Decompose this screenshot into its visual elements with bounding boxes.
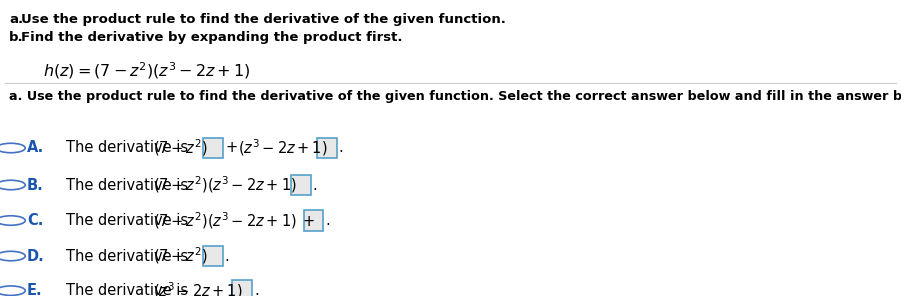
Text: .: .	[339, 141, 343, 155]
Text: $\left(7-z^2\right)$: $\left(7-z^2\right)$	[153, 246, 208, 266]
Text: a. Use the product rule to find the derivative of the given function. Select the: a. Use the product rule to find the deri…	[9, 90, 901, 103]
Text: A.: A.	[27, 141, 44, 155]
FancyBboxPatch shape	[304, 210, 323, 231]
Text: $+$: $+$	[225, 141, 238, 155]
Text: $h(z) = \left(7-z^2\right)\left(z^3-2z+1\right)$: $h(z) = \left(7-z^2\right)\left(z^3-2z+1…	[43, 61, 250, 81]
Text: The derivative is: The derivative is	[66, 178, 193, 192]
Text: $\left(z^3-2z+1\right)$: $\left(z^3-2z+1\right)$	[238, 138, 328, 158]
Text: $\left(z^3-2z+1\right)$: $\left(z^3-2z+1\right)$	[153, 280, 243, 296]
FancyBboxPatch shape	[317, 138, 337, 158]
FancyBboxPatch shape	[203, 246, 223, 266]
Text: The derivative is: The derivative is	[66, 283, 193, 296]
Text: The derivative is: The derivative is	[66, 249, 193, 263]
Text: B.: B.	[27, 178, 44, 192]
FancyBboxPatch shape	[203, 138, 223, 158]
Text: a.: a.	[9, 13, 23, 26]
Text: The derivative is: The derivative is	[66, 213, 193, 228]
Text: D.: D.	[27, 249, 45, 263]
Text: Use the product rule to find the derivative of the given function.: Use the product rule to find the derivat…	[21, 13, 505, 26]
Text: .: .	[313, 178, 317, 192]
Text: $\left(7-z^2\right)$: $\left(7-z^2\right)$	[153, 138, 208, 158]
Text: The derivative is: The derivative is	[66, 141, 193, 155]
Text: $\left(7-z^2\right)\left(z^3-2z+1\right)\;+$: $\left(7-z^2\right)\left(z^3-2z+1\right)…	[153, 210, 315, 231]
Text: C.: C.	[27, 213, 43, 228]
Text: .: .	[325, 213, 330, 228]
FancyBboxPatch shape	[232, 280, 252, 296]
Text: $\left(7-z^2\right)\left(z^3-2z+1\right)$: $\left(7-z^2\right)\left(z^3-2z+1\right)…	[153, 175, 296, 195]
Text: E.: E.	[27, 283, 42, 296]
Text: Find the derivative by expanding the product first.: Find the derivative by expanding the pro…	[21, 31, 402, 44]
Text: .: .	[254, 283, 259, 296]
FancyBboxPatch shape	[291, 175, 311, 195]
Text: .: .	[224, 249, 229, 263]
Text: b.: b.	[9, 31, 23, 44]
